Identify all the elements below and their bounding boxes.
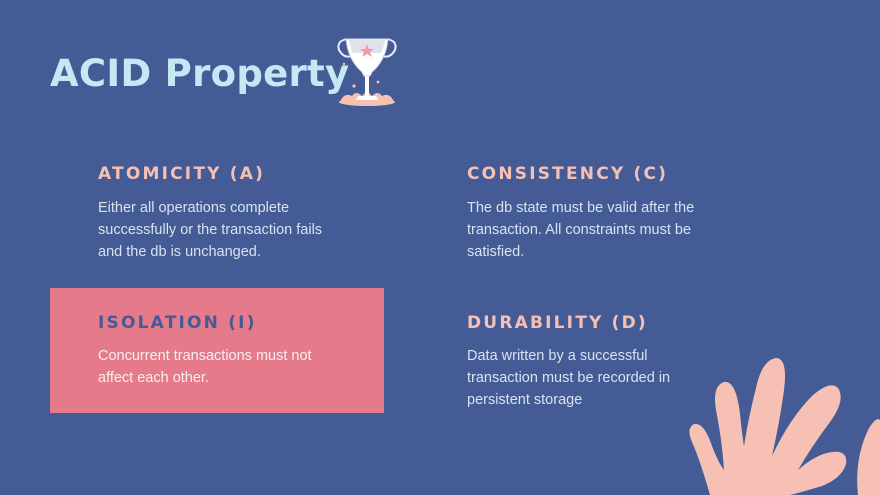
durability-heading: DURABILITY (D) xyxy=(467,313,648,333)
atomicity-heading: ATOMICITY (A) xyxy=(98,164,266,184)
consistency-description: The db state must be valid after the tra… xyxy=(467,200,695,260)
trophy-icon xyxy=(337,38,397,106)
atomicity-description: Either all operations complete successfu… xyxy=(98,200,323,260)
isolation-heading: ISOLATION (I) xyxy=(98,313,257,333)
consistency-heading: CONSISTENCY (C) xyxy=(467,164,669,184)
coral-decoration xyxy=(689,358,880,495)
slide-title: ACID Property xyxy=(50,52,350,95)
isolation-highlight-box xyxy=(50,288,384,413)
isolation-description: Concurrent transactions must not affect … xyxy=(98,348,312,386)
durability-description: Data written by a successful transaction… xyxy=(467,348,671,408)
